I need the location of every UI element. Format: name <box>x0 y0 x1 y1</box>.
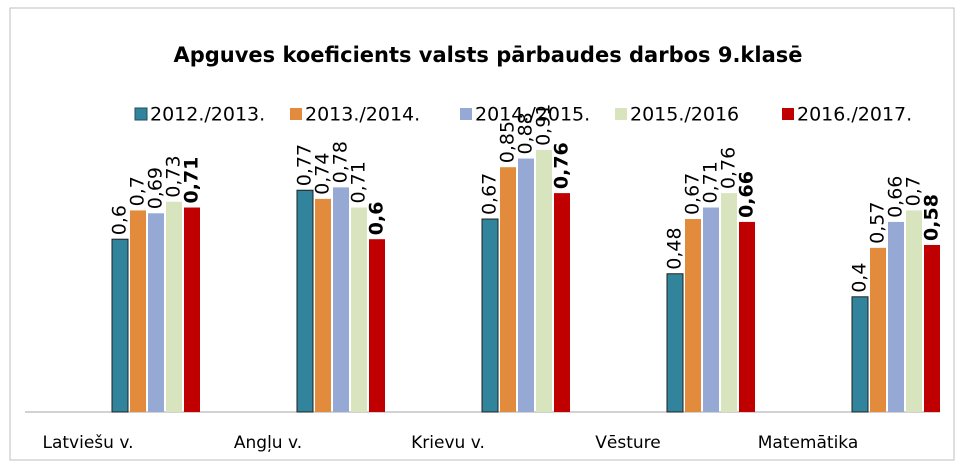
bar <box>148 213 164 412</box>
data-label: 0,77 <box>294 144 316 186</box>
data-label: 0,71 <box>700 161 722 203</box>
data-label: 0,69 <box>145 167 167 209</box>
bar <box>369 239 385 412</box>
bar <box>851 296 869 413</box>
data-label: 0,76 <box>718 147 740 189</box>
bar <box>481 218 499 413</box>
bar <box>666 273 684 413</box>
bar <box>703 207 719 412</box>
data-label: 0,6 <box>109 205 131 235</box>
legend-label: 2014./2015. <box>475 104 590 126</box>
bar <box>888 221 904 412</box>
data-label: 0,57 <box>867 202 889 244</box>
data-label: 0,7 <box>903 176 925 206</box>
bar <box>333 187 349 412</box>
data-label: 0,7 <box>127 176 149 206</box>
bar <box>184 207 200 412</box>
data-label: 0,67 <box>479 173 501 215</box>
data-label: 0,71 <box>181 157 203 204</box>
bar <box>739 221 755 412</box>
data-label: 0,78 <box>330 141 352 183</box>
legend-swatch <box>290 108 302 120</box>
bar <box>906 210 922 412</box>
bar <box>721 193 737 412</box>
bar <box>554 193 570 412</box>
x-tick-label: Latviešu v. <box>43 433 134 453</box>
data-label: 0,4 <box>849 263 871 293</box>
data-label: 0,85 <box>497 121 519 163</box>
bar <box>351 207 367 412</box>
bar <box>924 244 940 412</box>
data-label: 0,71 <box>348 161 370 203</box>
legend-swatch <box>782 108 794 120</box>
data-label: 0,66 <box>885 176 907 218</box>
data-label: 0,76 <box>551 142 573 189</box>
bar <box>296 189 314 413</box>
data-label: 0,67 <box>682 173 704 215</box>
legend-label: 2016./2017. <box>797 104 912 126</box>
legend-swatch <box>460 108 472 120</box>
bar <box>685 219 701 412</box>
x-tick-label: Vēsture <box>595 433 660 453</box>
data-label: 0,74 <box>312 153 334 195</box>
x-tick-label: Krievu v. <box>411 433 485 453</box>
data-label: 0,91 <box>533 104 555 146</box>
bar <box>130 210 146 412</box>
data-label: 0,48 <box>664 227 686 269</box>
legend-label: 2015./2016 <box>630 104 739 126</box>
legend-label: 2012./2013. <box>150 104 265 126</box>
bar <box>111 238 129 413</box>
x-tick-label: Matemātika <box>758 433 859 453</box>
legend-swatch <box>134 107 148 121</box>
legend-swatch <box>615 108 627 120</box>
bar <box>870 247 886 412</box>
legend-label: 2013./2014. <box>305 104 420 126</box>
bar <box>315 198 331 412</box>
bar <box>166 201 182 412</box>
data-label: 0,58 <box>921 194 943 241</box>
data-label: 0,88 <box>515 112 537 154</box>
data-label: 0,73 <box>163 155 185 197</box>
data-label: 0,66 <box>736 171 758 218</box>
bar <box>518 158 534 412</box>
x-tick-label: Angļu v. <box>234 433 302 453</box>
chart-title: Apguves koeficients valsts pārbaudes dar… <box>173 43 802 67</box>
bar <box>536 149 552 413</box>
data-label: 0,6 <box>366 202 388 236</box>
bar <box>500 167 516 412</box>
